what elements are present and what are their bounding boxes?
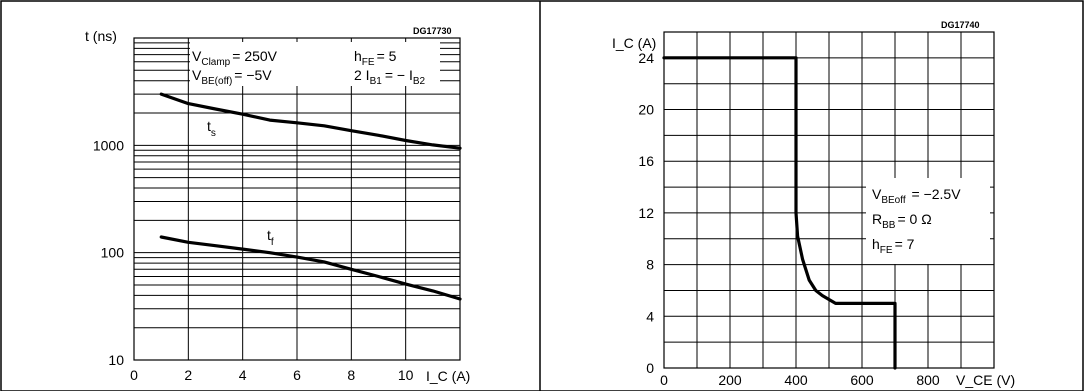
- right-x-axis-label: V_CE (V): [956, 372, 1015, 388]
- right-tick-labels: 0 200 400 600 800 0 4 8 12 16 20 24: [638, 50, 939, 388]
- rbsoa-chart: 0 200 400 600 800 0 4 8 12 16 20 24 DG17740 I_C (A)…: [612, 20, 1015, 388]
- left-grid: [133, 38, 461, 361]
- right-x-tick-label: 400: [784, 372, 808, 388]
- left-x-tick-label: 10: [398, 367, 414, 383]
- left-y-axis-label: t (ns): [85, 28, 117, 44]
- left-chart-code: DG17730: [413, 26, 452, 36]
- hfe-condition-left: hFE = 5: [354, 48, 397, 68]
- rbb-condition: RBB = 0 Ω: [872, 211, 932, 231]
- vbeoff-condition: VBEoff = −2.5V: [872, 186, 961, 206]
- right-y-tick-label: 0: [646, 360, 654, 376]
- ib-condition: 2 IB1 = − IB2: [354, 67, 426, 87]
- right-y-tick-label: 12: [638, 205, 654, 221]
- right-chart-code: DG17740: [941, 20, 980, 30]
- left-x-tick-label: 6: [293, 367, 301, 383]
- left-x-tick-label: 2: [184, 367, 192, 383]
- ts-curve-label: ts: [207, 118, 216, 139]
- left-annotation-bg: [190, 42, 440, 86]
- right-annotation-bg: [866, 178, 990, 264]
- left-y-tick-label: 10: [108, 352, 124, 368]
- right-x-tick-label: 200: [718, 372, 742, 388]
- right-y-tick-label: 8: [646, 257, 654, 273]
- right-curve: [662, 56, 897, 370]
- right-x-tick-label: 0: [660, 372, 668, 388]
- right-x-tick-label: 800: [916, 372, 940, 388]
- left-plot-border: [133, 37, 461, 361]
- left-x-tick-label: 4: [239, 367, 247, 383]
- left-y-tick-label: 1000: [93, 137, 124, 153]
- right-y-axis-label: I_C (A): [612, 35, 656, 51]
- right-y-tick-label: 20: [638, 102, 654, 118]
- rbsoa-curve: [662, 56, 897, 370]
- right-y-tick-label: 16: [638, 153, 654, 169]
- left-y-tick-label: 100: [101, 245, 125, 261]
- left-curves: [159, 92, 462, 301]
- tf-curve: [159, 235, 462, 301]
- left-x-tick-label: 0: [130, 367, 138, 383]
- v-clamp-condition: VClamp = 250V: [192, 48, 278, 68]
- vbe-off-condition: VBE(off) = −5V: [192, 67, 272, 87]
- left-x-tick-label: 8: [347, 367, 355, 383]
- left-x-axis-label: I_C (A): [426, 368, 470, 384]
- right-plot-border: [663, 31, 995, 369]
- hfe-condition-right: hFE = 7: [872, 236, 915, 256]
- tf-curve-label: tf: [267, 227, 274, 248]
- left-tick-labels: 0 2 4 6 8 10 10 100 1000: [93, 137, 414, 383]
- ts-curve: [159, 92, 462, 150]
- right-y-tick-label: 24: [638, 50, 654, 66]
- right-y-tick-label: 4: [646, 308, 654, 324]
- right-x-tick-label: 600: [850, 372, 874, 388]
